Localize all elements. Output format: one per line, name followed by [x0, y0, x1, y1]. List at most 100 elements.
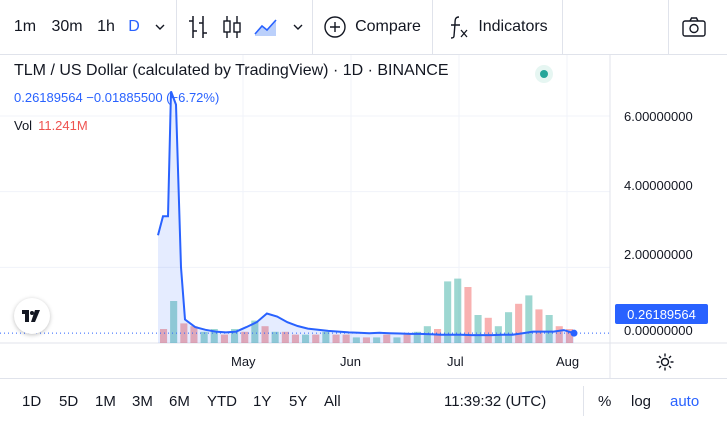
- volume-bar: [241, 331, 249, 343]
- indicators-button[interactable]: Indicators: [442, 0, 552, 54]
- volume-bar: [444, 281, 452, 343]
- volume-legend: Vol 11.241M: [14, 118, 88, 133]
- volume-bar: [484, 317, 492, 343]
- volume-bar: [545, 315, 553, 343]
- camera-icon: [682, 17, 706, 37]
- bar-chart-button[interactable]: [184, 0, 212, 54]
- volume-bar: [210, 329, 218, 343]
- plus-circle-icon: [324, 16, 346, 38]
- volume-bar: [271, 331, 279, 343]
- area-chart-button[interactable]: [252, 0, 280, 54]
- area-chart-icon: [254, 19, 277, 36]
- volume-bar: [373, 337, 381, 343]
- volume-bar: [515, 303, 523, 343]
- y-tick-label: 2.00000000: [624, 247, 693, 262]
- tradingview-logo-icon: [22, 310, 40, 322]
- volume-bar: [393, 337, 401, 343]
- last-price-dot: [570, 329, 578, 337]
- compare-button[interactable]: Compare: [320, 0, 424, 54]
- volume-bar: [281, 331, 289, 343]
- chevron-down-icon: [293, 24, 303, 30]
- volume-value: 11.241M: [38, 118, 88, 133]
- auto-toggle[interactable]: auto: [670, 393, 700, 410]
- interval-d[interactable]: D: [128, 18, 140, 35]
- bottom-toolbar: [0, 378, 727, 428]
- utc-time[interactable]: 11:39:32 (UTC): [444, 393, 547, 410]
- chart-type-dropdown[interactable]: [288, 0, 308, 54]
- volume-bar: [474, 315, 482, 343]
- indicators-label: Indicators: [478, 18, 548, 35]
- bars-icon: [189, 16, 207, 38]
- function-icon: [451, 16, 468, 39]
- price-change: 0.26189564 −0.01885500 (−6.72%): [14, 90, 220, 105]
- volume-bars: [160, 278, 573, 343]
- volume-label: Vol: [14, 118, 33, 133]
- volume-bar: [180, 323, 188, 343]
- price-line: [157, 91, 575, 337]
- price-chart[interactable]: [0, 55, 727, 378]
- volume-bar: [220, 334, 228, 343]
- range-5y[interactable]: 5Y: [289, 393, 308, 410]
- volume-bar: [200, 331, 208, 343]
- chart-grid: [0, 55, 727, 378]
- volume-bar: [505, 312, 513, 343]
- volume-bar: [160, 329, 168, 343]
- range-5d[interactable]: 5D: [59, 393, 79, 410]
- screenshot-button[interactable]: [676, 0, 712, 54]
- range-all[interactable]: All: [324, 393, 341, 410]
- x-tick-label: Aug: [556, 354, 580, 369]
- range-1y[interactable]: 1Y: [253, 393, 272, 410]
- volume-bar: [261, 326, 269, 343]
- volume-bar: [565, 329, 573, 343]
- y-tick-label: 6.00000000: [624, 109, 693, 124]
- price-series: [0, 91, 610, 344]
- volume-bar: [332, 334, 340, 343]
- market-status-icon[interactable]: [535, 65, 553, 83]
- volume-bar: [231, 329, 239, 343]
- interval-30m[interactable]: 30m: [51, 18, 83, 35]
- volume-bar: [291, 334, 299, 343]
- volume-bar: [362, 337, 370, 343]
- x-tick-label: Jun: [340, 354, 361, 369]
- volume-bar: [322, 331, 330, 343]
- volume-bar: [454, 278, 462, 343]
- volume-bar: [383, 334, 391, 343]
- range-1m[interactable]: 1M: [95, 393, 116, 410]
- candles-icon: [223, 16, 241, 38]
- chevron-down-icon: [155, 24, 165, 30]
- compare-label: Compare: [355, 18, 421, 35]
- range-6m[interactable]: 6M: [169, 393, 190, 410]
- gear-icon[interactable]: [655, 352, 675, 372]
- log-toggle[interactable]: log: [631, 393, 652, 410]
- interval-1m[interactable]: 1m: [13, 18, 37, 35]
- volume-bar: [535, 309, 543, 343]
- volume-bar: [555, 326, 563, 343]
- tradingview-logo[interactable]: [14, 298, 50, 334]
- price-area: [158, 91, 574, 344]
- y-tick-label: 4.00000000: [624, 178, 693, 193]
- interval-dropdown[interactable]: [150, 0, 170, 54]
- range-3m[interactable]: 3M: [132, 393, 153, 410]
- volume-bar: [434, 329, 442, 343]
- volume-bar: [352, 337, 360, 343]
- volume-bar: [312, 334, 320, 343]
- symbol-title[interactable]: TLM / US Dollar (calculated by TradingVi…: [14, 62, 449, 79]
- interval-1h[interactable]: 1h: [97, 18, 115, 35]
- x-tick-label: Jul: [447, 354, 464, 369]
- volume-bar: [170, 301, 178, 343]
- volume-bar: [190, 326, 198, 343]
- volume-bar: [302, 334, 310, 343]
- y-tick-label: 0.00000000: [624, 323, 693, 338]
- volume-bar: [525, 295, 533, 343]
- x-tick-label: May: [231, 354, 256, 369]
- range-1d[interactable]: 1D: [22, 393, 42, 410]
- range-ytd[interactable]: YTD: [207, 393, 237, 410]
- volume-bar: [464, 287, 472, 343]
- volume-bar: [403, 334, 411, 343]
- top-toolbar: 1m 30m 1h D Compare Indicators: [0, 0, 727, 55]
- last-price-tag: 0.26189564: [615, 304, 708, 324]
- percent-toggle[interactable]: %: [598, 393, 612, 410]
- candles-button[interactable]: [218, 0, 246, 54]
- volume-bar: [342, 334, 350, 343]
- volume-bar: [413, 331, 421, 343]
